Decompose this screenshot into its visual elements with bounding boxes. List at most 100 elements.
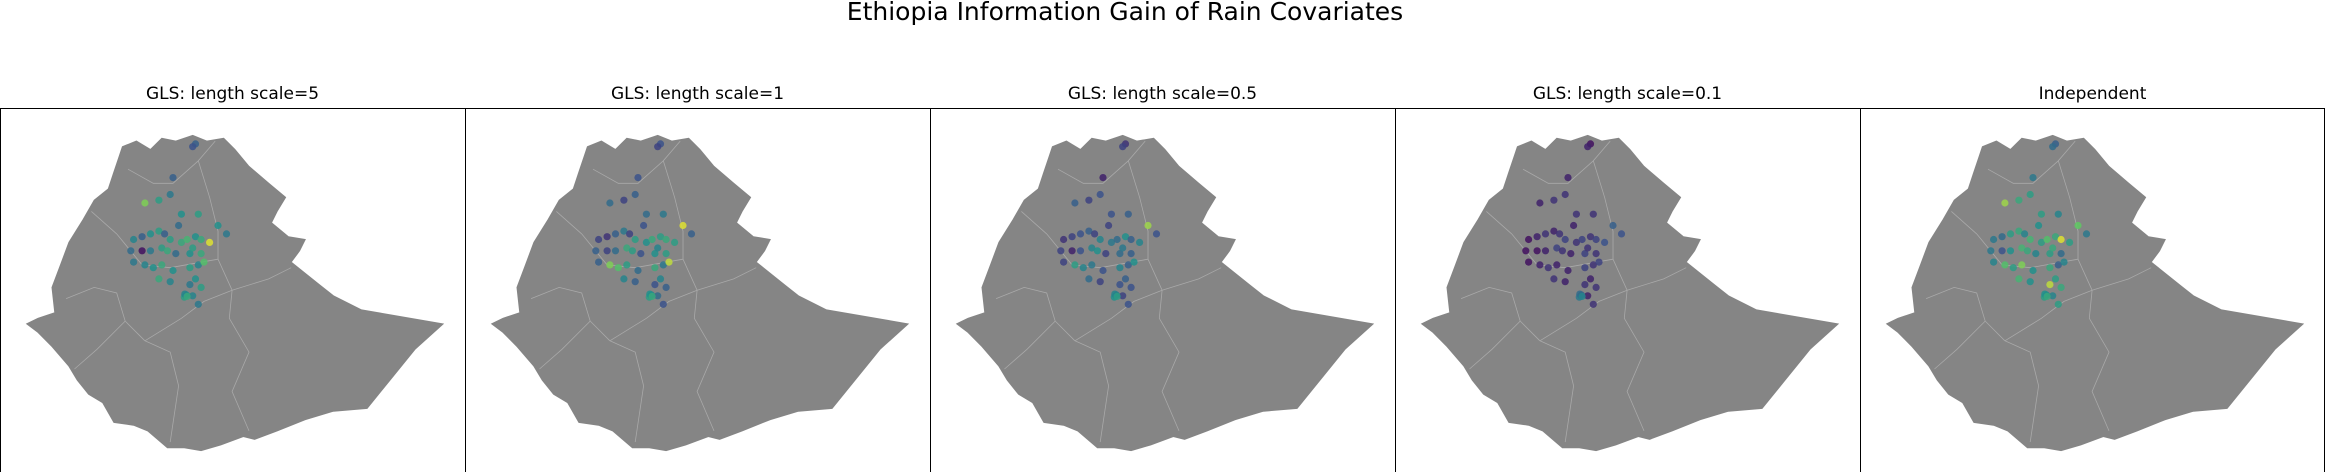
- data-point: [1592, 250, 1600, 258]
- data-point: [662, 235, 670, 244]
- data-point: [614, 264, 622, 272]
- data-point: [1533, 247, 1541, 255]
- data-point: [1595, 258, 1603, 266]
- region-boundary: [1539, 289, 1628, 342]
- data-point: [1522, 247, 1530, 255]
- data-point: [1136, 238, 1144, 246]
- data-point: [1592, 283, 1600, 291]
- region-boundary: [1127, 160, 1163, 291]
- region-boundary: [1934, 320, 1986, 370]
- data-point: [2015, 227, 2023, 235]
- data-point: [1152, 230, 1161, 238]
- map-canvas: [955, 134, 1375, 452]
- map-panel: GLS: length scale=0.1: [1395, 0, 1861, 472]
- data-point: [648, 292, 656, 300]
- data-point: [2054, 210, 2062, 218]
- data-point: [1525, 235, 1533, 244]
- region-boundary: [1539, 340, 1575, 443]
- data-point: [1990, 258, 1998, 266]
- data-point: [172, 250, 180, 258]
- data-point: [623, 261, 631, 269]
- data-point: [1525, 258, 1533, 266]
- data-point: [634, 266, 642, 275]
- map-frame: [1860, 108, 2325, 472]
- data-point: [679, 221, 687, 230]
- country-shape: [1885, 134, 2305, 452]
- data-point: [1553, 261, 1561, 269]
- data-point: [1578, 292, 1586, 300]
- map-panel: GLS: length scale=1: [465, 0, 931, 472]
- data-point: [155, 275, 163, 283]
- data-point: [642, 238, 650, 246]
- data-point: [1550, 227, 1558, 235]
- data-point: [130, 235, 138, 244]
- data-point: [628, 247, 636, 255]
- data-point: [606, 261, 614, 269]
- data-point: [1096, 278, 1104, 286]
- data-point: [631, 190, 639, 199]
- region-boundary: [609, 289, 698, 342]
- data-point: [1119, 143, 1127, 151]
- data-point: [1116, 264, 1124, 272]
- data-point: [1536, 261, 1544, 269]
- data-point: [640, 221, 648, 230]
- data-point: [169, 174, 177, 182]
- region-boundary: [2004, 340, 2040, 443]
- figure-title: Ethiopia Information Gain of Rain Covari…: [846, 0, 1404, 26]
- data-point: [1584, 143, 1592, 151]
- region-boundary: [74, 320, 126, 370]
- data-point: [2082, 230, 2091, 238]
- data-point: [1091, 230, 1099, 238]
- data-point: [2051, 233, 2060, 241]
- map-frame: [1395, 108, 1861, 472]
- panel-title: GLS: length scale=0.5: [1067, 84, 1258, 104]
- region-boundary: [231, 267, 292, 291]
- data-point: [1088, 261, 1096, 269]
- data-point: [1121, 275, 1130, 283]
- data-point: [659, 300, 667, 308]
- data-point: [2029, 174, 2037, 182]
- data-point: [2043, 235, 2051, 244]
- data-point: [200, 258, 208, 266]
- data-point: [189, 143, 197, 151]
- data-point: [1609, 221, 1617, 230]
- data-point: [620, 196, 628, 204]
- map-canvas: [25, 134, 445, 452]
- region-boundary: [1987, 140, 2076, 184]
- data-point: [1076, 230, 1085, 238]
- data-point: [1119, 292, 1127, 300]
- data-point: [1567, 250, 1575, 258]
- data-point: [2018, 261, 2026, 269]
- data-point: [2043, 292, 2051, 300]
- data-point: [186, 281, 194, 289]
- region-boundary: [2057, 160, 2093, 291]
- data-point: [648, 235, 656, 244]
- map-canvas: [1885, 134, 2305, 452]
- data-point: [1564, 174, 1572, 182]
- data-point: [1127, 250, 1135, 258]
- data-point: [1071, 261, 1079, 269]
- data-point: [620, 275, 628, 283]
- panel-title: GLS: length scale=5: [145, 84, 320, 104]
- data-point: [2046, 264, 2054, 272]
- data-point: [1584, 244, 1592, 252]
- region-boundary: [609, 340, 645, 443]
- data-point: [2032, 250, 2040, 258]
- data-point: [659, 261, 667, 269]
- country-shape: [25, 134, 445, 452]
- data-point: [2026, 235, 2034, 244]
- data-point: [1990, 235, 1998, 244]
- data-point: [2035, 221, 2043, 230]
- data-point: [149, 264, 157, 272]
- data-point: [620, 227, 628, 235]
- data-point: [1127, 235, 1135, 244]
- data-point: [1561, 278, 1569, 286]
- data-point: [1130, 258, 1138, 266]
- data-point: [2037, 210, 2045, 218]
- data-point: [656, 275, 665, 283]
- country-shape: [955, 134, 1375, 452]
- data-point: [2049, 292, 2057, 300]
- data-point: [194, 300, 202, 308]
- data-point: [186, 250, 194, 258]
- region-boundary: [696, 267, 757, 291]
